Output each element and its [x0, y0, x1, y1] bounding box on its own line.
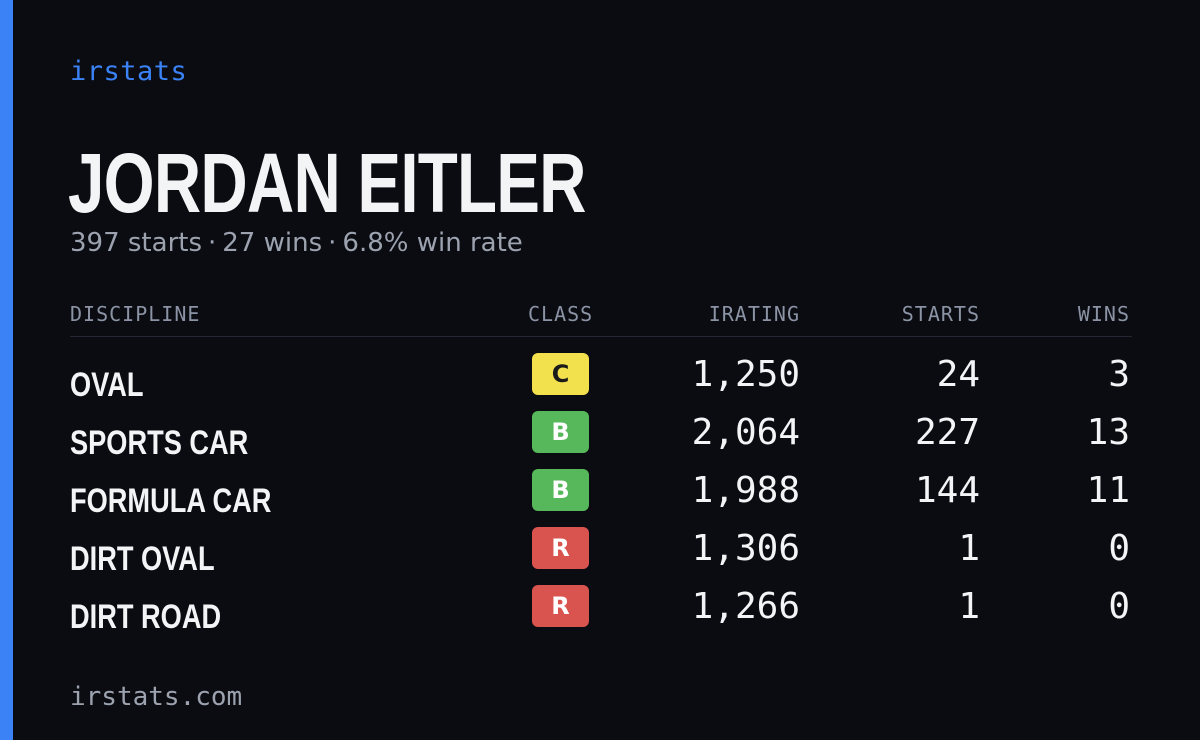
class-badge: B — [532, 469, 589, 511]
starts-value: 1 — [958, 528, 980, 569]
irating-value: 1,306 — [691, 528, 800, 569]
header-class: CLASS — [528, 302, 594, 326]
header-discipline: DISCIPLINE — [70, 302, 201, 326]
table-row: FORMULA CAR B 1,988 144 11 — [70, 469, 1132, 527]
summary-separator: · — [328, 228, 337, 258]
table-row: DIRT OVAL R 1,306 1 0 — [70, 527, 1132, 585]
table-row: SPORTS CAR B 2,064 227 13 — [70, 411, 1132, 469]
header-irating: IRATING — [708, 302, 800, 326]
irating-value: 2,064 — [691, 412, 800, 453]
wins-value: 3 — [1108, 354, 1130, 395]
header-wins: WINS — [1077, 302, 1130, 326]
brand-logo-text: irstats — [70, 56, 188, 87]
wins-value: 11 — [1086, 470, 1130, 511]
irating-value: 1,250 — [691, 354, 800, 395]
class-badge: B — [532, 411, 589, 453]
discipline-name: DIRT OVAL — [70, 540, 215, 578]
wins-value: 0 — [1108, 586, 1130, 627]
class-badge: R — [532, 585, 589, 627]
irating-value: 1,988 — [691, 470, 800, 511]
discipline-table: DISCIPLINE CLASS IRATING STARTS WINS OVA… — [70, 298, 1132, 643]
discipline-name: DIRT ROAD — [70, 598, 222, 636]
summary-wins: 27 wins — [222, 228, 323, 258]
class-badge: R — [532, 527, 589, 569]
starts-value: 227 — [914, 412, 980, 453]
discipline-name: SPORTS CAR — [70, 424, 249, 462]
starts-value: 144 — [914, 470, 980, 511]
summary-win-rate: 6.8% win rate — [342, 228, 523, 258]
starts-value: 24 — [936, 354, 980, 395]
table-row: OVAL C 1,250 24 3 — [70, 353, 1132, 411]
header-starts: STARTS — [901, 302, 980, 326]
class-badge: C — [532, 353, 589, 395]
discipline-name: OVAL — [70, 366, 144, 404]
driver-name: JORDAN EITLER — [68, 136, 586, 230]
irating-value: 1,266 — [691, 586, 800, 627]
summary-starts: 397 starts — [70, 228, 202, 258]
table-header: DISCIPLINE CLASS IRATING STARTS WINS — [70, 298, 1132, 337]
wins-value: 13 — [1086, 412, 1130, 453]
footer-url: irstats.com — [70, 682, 243, 712]
summary-separator: · — [208, 228, 217, 258]
table-body: OVAL C 1,250 24 3 SPORTS CAR B 2,064 227… — [70, 337, 1132, 643]
table-row: DIRT ROAD R 1,266 1 0 — [70, 585, 1132, 643]
accent-bar — [0, 0, 13, 740]
wins-value: 0 — [1108, 528, 1130, 569]
driver-summary: 397 starts · 27 wins · 6.8% win rate — [70, 228, 523, 258]
starts-value: 1 — [958, 586, 980, 627]
discipline-name: FORMULA CAR — [70, 482, 272, 520]
